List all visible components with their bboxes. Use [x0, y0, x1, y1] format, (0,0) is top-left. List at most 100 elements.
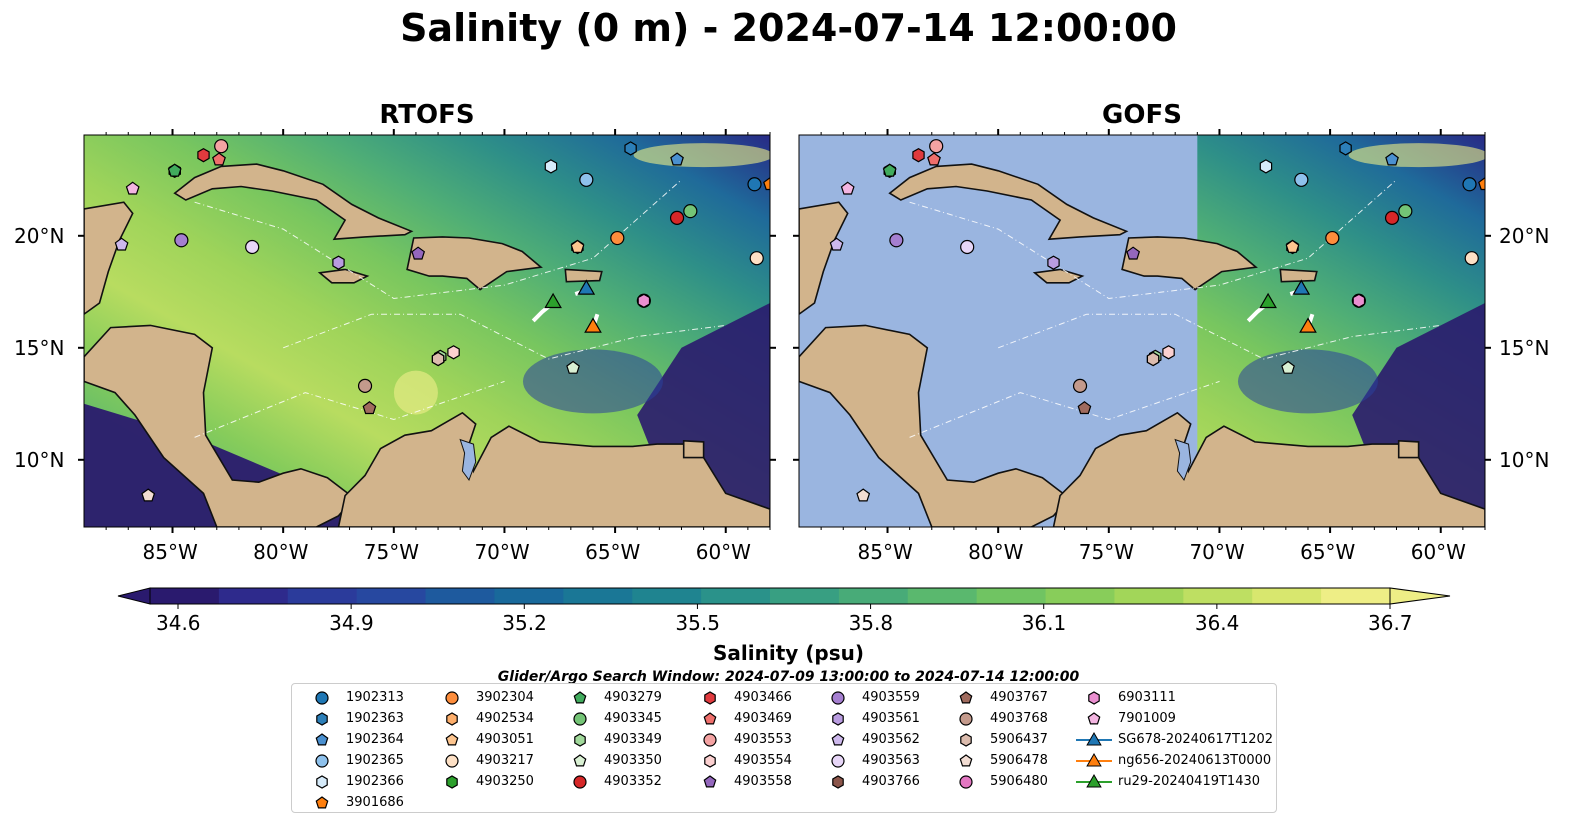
colorbar-segment — [1114, 588, 1184, 604]
argo-float-marker — [1162, 345, 1175, 360]
colorbar-tick-label: 34.6 — [156, 611, 201, 635]
legend-label: 4903558 — [734, 774, 792, 789]
pentagon-marker-icon — [703, 712, 717, 725]
x-tick-label: 75°W — [1078, 540, 1135, 564]
argo-float-marker — [840, 181, 855, 195]
land-centralAmerica — [799, 324, 1071, 527]
land-puertoRico — [564, 268, 603, 283]
legend-label: 4903279 — [604, 690, 662, 705]
hexagon-marker — [446, 712, 458, 726]
chart-title: Salinity (0 m) - 2024-07-14 12:00:00 — [400, 6, 1177, 50]
hexagon-marker-icon — [316, 775, 328, 789]
triangle-marker-icon — [1076, 752, 1112, 767]
pentagon-marker-icon — [959, 754, 973, 767]
legend-label: 4903217 — [476, 753, 534, 768]
argo-float-marker — [197, 148, 210, 163]
argo-float-marker — [1285, 239, 1300, 253]
x-tick-label: 85°W — [857, 540, 913, 564]
legend-label: ng656-20240613T0000 — [1118, 753, 1272, 768]
hexagon-marker-icon — [316, 712, 328, 726]
circle-marker — [831, 691, 845, 705]
y-tick-label: 15°N — [1499, 335, 1550, 360]
argo-float-marker — [566, 360, 580, 374]
argo-float-marker — [570, 239, 585, 253]
hexagon-marker-icon — [832, 775, 844, 789]
colorbar-segment — [356, 588, 427, 604]
legend-label: 5906437 — [990, 732, 1048, 747]
argo-float-marker — [889, 233, 904, 248]
hexagon-marker — [832, 712, 844, 726]
pentagon-marker — [315, 733, 329, 746]
hexagon-marker — [446, 775, 458, 789]
pentagon-marker — [831, 733, 845, 746]
legend-label: 1902364 — [346, 732, 404, 747]
colorbar-segment — [632, 588, 702, 604]
x-tick-label: 70°W — [474, 540, 530, 564]
argo-float-marker — [167, 163, 182, 177]
circle-marker-icon — [831, 754, 845, 768]
argo-float-marker — [1325, 230, 1340, 246]
land-southAmerica — [1052, 411, 1485, 527]
pentagon-marker — [573, 691, 587, 704]
argo-float-marker — [1398, 204, 1413, 219]
circle-marker-icon — [573, 712, 587, 726]
argo-float-marker — [1047, 255, 1060, 270]
argo-float-marker — [1464, 251, 1479, 266]
argo-float-marker — [212, 152, 226, 166]
argo-float-marker — [683, 204, 698, 219]
pentagon-marker — [703, 712, 717, 725]
argo-float-marker — [174, 233, 189, 248]
argo-float-marker — [1478, 177, 1485, 191]
argo-float-marker — [579, 172, 594, 187]
legend-label: 1902365 — [346, 753, 404, 768]
colorbar-tick-label: 36.7 — [1368, 611, 1413, 635]
land-trinidad — [682, 439, 705, 459]
circle-marker — [703, 733, 717, 747]
hexagon-marker-icon — [1088, 691, 1100, 705]
legend-label: 4903352 — [604, 774, 662, 789]
pentagon-marker — [959, 691, 973, 704]
argo-float-marker — [214, 139, 229, 154]
argo-float-marker — [544, 159, 558, 174]
colorbar-segment — [494, 588, 564, 604]
pentagon-marker — [315, 796, 329, 809]
colorbar-segment — [150, 588, 220, 604]
hexagon-marker — [960, 733, 972, 747]
colorbar-segment — [907, 588, 978, 604]
legend-label: 1902366 — [346, 774, 404, 789]
rtofs-map — [84, 135, 770, 527]
x-tick-label: 70°W — [1189, 540, 1245, 564]
legend-label: SG678-20240617T1202 — [1118, 732, 1274, 747]
legend-label: 4903766 — [862, 774, 920, 789]
argo-float-marker — [1281, 360, 1295, 374]
argo-float-marker — [960, 239, 975, 255]
pentagon-marker-icon — [445, 733, 459, 746]
hexagon-marker-icon — [960, 733, 972, 747]
argo-float-marker — [245, 239, 260, 255]
search-window-text: Glider/Argo Search Window: 2024-07-09 13… — [497, 669, 1080, 683]
legend-label: 4903466 — [734, 690, 792, 705]
colorbar-segment — [425, 588, 495, 604]
argo-float-marker — [1126, 246, 1141, 260]
legend-label: 4903559 — [862, 690, 920, 705]
argo-float-marker — [829, 237, 844, 251]
argo-float-marker — [1259, 159, 1273, 174]
colorbar-segment — [1252, 588, 1322, 604]
x-tick-label: 60°W — [1410, 540, 1466, 564]
circle-marker-icon — [959, 775, 973, 789]
argo-float-marker — [1352, 293, 1366, 308]
circle-marker — [445, 691, 459, 705]
pentagon-marker — [1087, 712, 1101, 725]
circle-marker-icon — [831, 691, 845, 705]
argo-float-marker — [125, 181, 140, 195]
colorbar-tick-label: 35.5 — [675, 611, 720, 635]
glider-marker — [577, 279, 596, 295]
glider-marker — [1299, 317, 1317, 333]
legend-label: 1902363 — [346, 711, 404, 726]
argo-float-marker — [912, 148, 925, 163]
argo-float-marker — [1077, 401, 1092, 415]
colorbar-segment — [1183, 588, 1253, 604]
circle-marker — [315, 691, 329, 705]
glider-marker — [1292, 279, 1311, 295]
